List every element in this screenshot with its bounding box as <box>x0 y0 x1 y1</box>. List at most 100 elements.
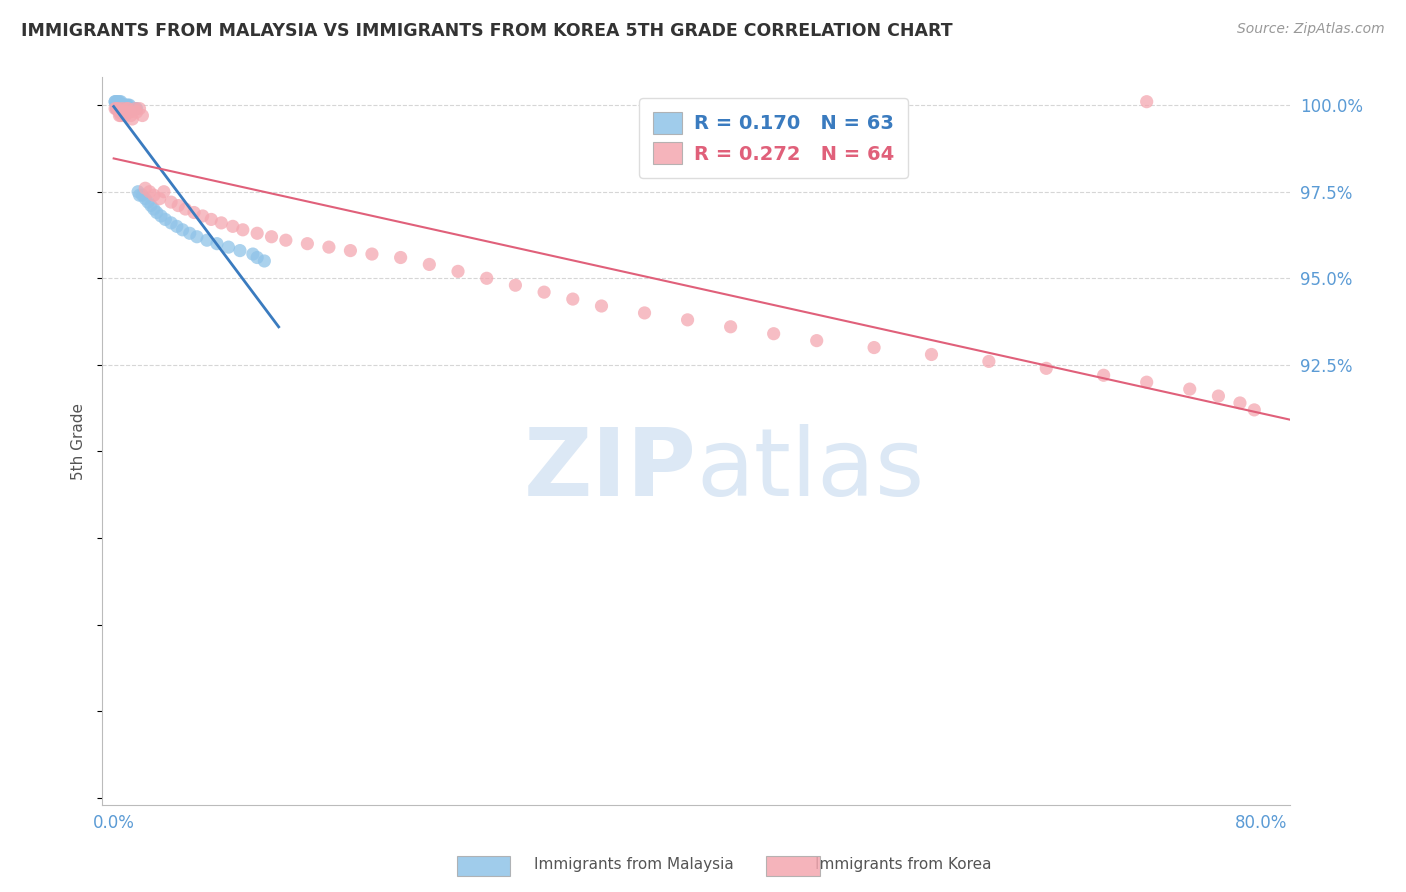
Text: IMMIGRANTS FROM MALAYSIA VS IMMIGRANTS FROM KOREA 5TH GRADE CORRELATION CHART: IMMIGRANTS FROM MALAYSIA VS IMMIGRANTS F… <box>21 22 953 40</box>
Point <box>155 212 177 227</box>
Y-axis label: 5th Grade: 5th Grade <box>72 402 86 480</box>
Point <box>318 240 340 254</box>
Point <box>108 98 131 112</box>
Point <box>118 102 141 116</box>
Point <box>125 102 148 116</box>
Point <box>117 102 139 116</box>
Point <box>977 354 1000 368</box>
Point <box>153 185 176 199</box>
Point <box>115 102 138 116</box>
Point <box>921 347 943 361</box>
Point <box>108 98 131 112</box>
Point <box>160 195 183 210</box>
Point <box>108 95 131 109</box>
Point <box>108 109 131 123</box>
Point <box>111 102 134 116</box>
Point <box>131 188 153 202</box>
Point <box>418 257 440 271</box>
Point <box>195 233 218 247</box>
Point <box>232 223 254 237</box>
Point <box>122 102 145 116</box>
Point <box>217 240 239 254</box>
Point <box>124 102 146 116</box>
Point <box>105 98 128 112</box>
Point <box>127 185 149 199</box>
Point <box>107 95 129 109</box>
Point <box>762 326 785 341</box>
Point <box>174 202 197 216</box>
Point <box>111 102 134 116</box>
Point <box>110 95 132 109</box>
Point <box>114 98 136 112</box>
Legend: R = 0.170   N = 63, R = 0.272   N = 64: R = 0.170 N = 63, R = 0.272 N = 64 <box>640 98 907 178</box>
Point <box>134 181 156 195</box>
Point <box>205 236 228 251</box>
Point <box>505 278 527 293</box>
Point <box>145 205 167 219</box>
Point <box>105 102 128 116</box>
Point <box>591 299 613 313</box>
Point <box>167 198 190 212</box>
Point <box>121 112 143 126</box>
Point <box>475 271 498 285</box>
Point <box>114 102 136 116</box>
Point <box>1243 403 1265 417</box>
Point <box>107 102 129 116</box>
Point <box>120 109 142 123</box>
Point <box>110 105 132 120</box>
Point <box>149 192 172 206</box>
Point <box>1136 95 1159 109</box>
Point <box>104 95 127 109</box>
Point <box>676 313 699 327</box>
Point <box>110 98 132 112</box>
Point <box>131 109 153 123</box>
Point <box>633 306 655 320</box>
Point <box>183 205 205 219</box>
Point <box>142 202 165 216</box>
Point <box>118 98 141 112</box>
Point <box>121 102 143 116</box>
Point <box>533 285 555 300</box>
Point <box>138 185 160 199</box>
Point <box>1178 382 1201 396</box>
Point <box>125 105 148 120</box>
Text: Immigrants from Korea: Immigrants from Korea <box>815 857 993 872</box>
Point <box>186 229 208 244</box>
Point <box>179 227 201 241</box>
Point <box>112 105 135 120</box>
Point <box>297 236 319 251</box>
Point <box>105 98 128 112</box>
Point <box>124 102 146 116</box>
Point <box>274 233 297 247</box>
Point <box>260 229 283 244</box>
Point <box>1229 396 1251 410</box>
Point <box>222 219 245 234</box>
Point <box>863 341 886 355</box>
Point <box>361 247 384 261</box>
Point <box>246 251 269 265</box>
Point <box>111 98 134 112</box>
Point <box>128 188 150 202</box>
Point <box>114 105 136 120</box>
Text: ZIP: ZIP <box>523 425 696 516</box>
Point <box>104 95 127 109</box>
Point <box>111 98 134 112</box>
Point <box>105 102 128 116</box>
Point <box>1035 361 1057 376</box>
Text: Source: ZipAtlas.com: Source: ZipAtlas.com <box>1237 22 1385 37</box>
Point <box>112 102 135 116</box>
Point <box>115 98 138 112</box>
Point <box>447 264 470 278</box>
Point <box>115 102 138 116</box>
Point <box>110 109 132 123</box>
Point <box>128 102 150 116</box>
Point <box>107 102 129 116</box>
Point <box>1136 375 1159 389</box>
Point <box>139 198 162 212</box>
Point <box>108 102 131 116</box>
Point <box>108 105 131 120</box>
Point <box>166 219 188 234</box>
Point <box>229 244 252 258</box>
Point <box>105 102 128 116</box>
Point <box>200 212 222 227</box>
